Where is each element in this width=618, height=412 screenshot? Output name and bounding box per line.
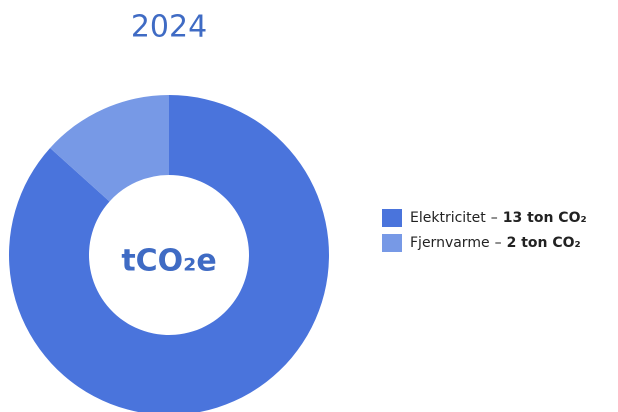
donut-segment	[50, 95, 169, 202]
legend-separator: –	[491, 210, 498, 226]
donut-segment	[9, 95, 329, 412]
legend-value: 2 ton CO₂	[507, 235, 581, 251]
legend-entry: Elektricitet –13 ton CO₂	[410, 210, 587, 226]
legend-value: 13 ton CO₂	[503, 210, 587, 226]
legend-name: Fjernvarme	[410, 235, 490, 251]
chart-title: 2024	[131, 10, 207, 45]
legend-separator: –	[495, 235, 502, 251]
center-label: tCO₂e	[121, 244, 216, 279]
legend-swatch	[382, 209, 402, 227]
legend-entry: Fjernvarme –2 ton CO₂	[410, 235, 581, 251]
legend-swatch	[382, 234, 402, 252]
legend-name: Elektricitet	[410, 210, 486, 226]
